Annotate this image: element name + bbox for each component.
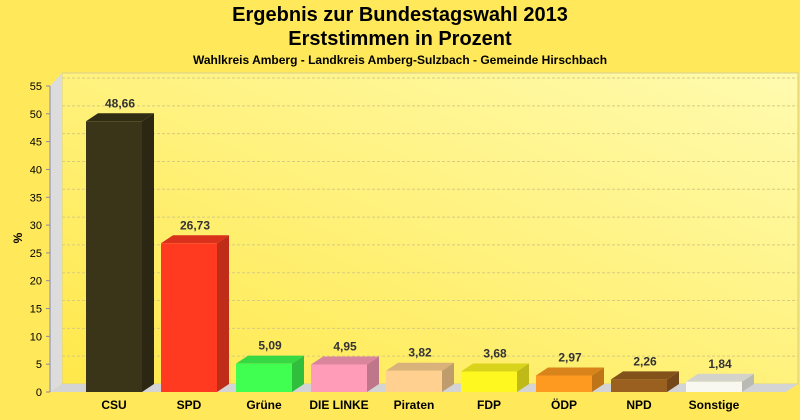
y-tick-label: 55 bbox=[30, 81, 42, 93]
bar-top bbox=[386, 362, 454, 371]
bar-front bbox=[86, 121, 142, 393]
bar-side bbox=[292, 355, 304, 392]
y-tick-label: 10 bbox=[30, 331, 42, 343]
y-axis-label: % bbox=[11, 232, 25, 243]
bar-front bbox=[536, 375, 592, 392]
y-tick-label: 25 bbox=[30, 248, 42, 260]
y-tick-label: 15 bbox=[30, 304, 42, 316]
x-tick-label: FDP bbox=[477, 398, 501, 412]
data-label: 26,73 bbox=[180, 218, 210, 232]
bar-top bbox=[611, 371, 679, 380]
bar-spd bbox=[161, 235, 229, 392]
bar-side bbox=[442, 362, 454, 392]
x-tick-label: Sonstige bbox=[689, 398, 740, 412]
chart-subsubtitle: Wahlkreis Amberg - Landkreis Amberg-Sulz… bbox=[192, 53, 608, 67]
bar-side bbox=[517, 363, 529, 392]
y-tick-label: 20 bbox=[30, 276, 42, 288]
bar-top bbox=[86, 113, 154, 122]
bar-front bbox=[461, 371, 517, 392]
x-tick-label: Grüne bbox=[246, 398, 282, 412]
chart-subtitle: Erststimmen in Prozent bbox=[288, 28, 512, 50]
y-tick-label: 30 bbox=[30, 220, 42, 232]
x-tick-label: NPD bbox=[626, 398, 652, 412]
data-label: 48,66 bbox=[105, 96, 135, 110]
bar-top bbox=[311, 356, 379, 365]
y-tick-label: 45 bbox=[30, 137, 42, 149]
data-label: 3,68 bbox=[483, 347, 507, 361]
bar-top bbox=[686, 373, 754, 382]
bar-top bbox=[161, 235, 229, 244]
bar-front bbox=[161, 243, 217, 392]
x-tick-label: CSU bbox=[101, 398, 126, 412]
bar-side bbox=[742, 373, 754, 392]
bar-side bbox=[592, 367, 604, 392]
bar-csu bbox=[86, 113, 154, 393]
x-tick-label: DIE LINKE bbox=[309, 398, 368, 412]
y-tick-label: 0 bbox=[36, 387, 42, 399]
data-label: 3,82 bbox=[408, 346, 432, 360]
bar-front bbox=[236, 363, 292, 392]
y-tick-label: 5 bbox=[36, 359, 42, 371]
bar-front bbox=[686, 381, 742, 392]
bar-ödp bbox=[536, 367, 604, 392]
data-label: 4,95 bbox=[333, 339, 357, 353]
bar-side bbox=[217, 235, 229, 392]
bar-sonstige bbox=[686, 373, 754, 392]
bar-side bbox=[667, 371, 679, 392]
data-label: 5,09 bbox=[258, 339, 282, 353]
x-tick-label: SPD bbox=[177, 398, 202, 412]
data-label: 2,26 bbox=[633, 354, 657, 368]
bar-side bbox=[367, 356, 379, 392]
plot-left-wall bbox=[50, 73, 62, 392]
data-label: 1,84 bbox=[708, 357, 732, 371]
bar-npd bbox=[611, 371, 679, 392]
y-tick-label: 40 bbox=[30, 164, 42, 176]
data-label: 2,97 bbox=[558, 350, 582, 364]
bar-top bbox=[536, 367, 604, 376]
bar-top bbox=[236, 355, 304, 364]
chart-title: Ergebnis zur Bundestagswahl 2013 bbox=[232, 4, 568, 26]
bar-die-linke bbox=[311, 356, 379, 392]
bar-front bbox=[611, 379, 667, 392]
bar-grüne bbox=[236, 355, 304, 392]
bar-front bbox=[311, 364, 367, 392]
bar-front bbox=[386, 370, 442, 392]
x-tick-label: ÖDP bbox=[551, 397, 577, 412]
bar-side bbox=[142, 113, 154, 393]
bar-piraten bbox=[386, 362, 454, 392]
y-tick-label: 50 bbox=[30, 109, 42, 121]
x-tick-label: Piraten bbox=[394, 398, 435, 412]
bar-top bbox=[461, 363, 529, 372]
bar-fdp bbox=[461, 363, 529, 392]
y-tick-label: 35 bbox=[30, 192, 42, 204]
